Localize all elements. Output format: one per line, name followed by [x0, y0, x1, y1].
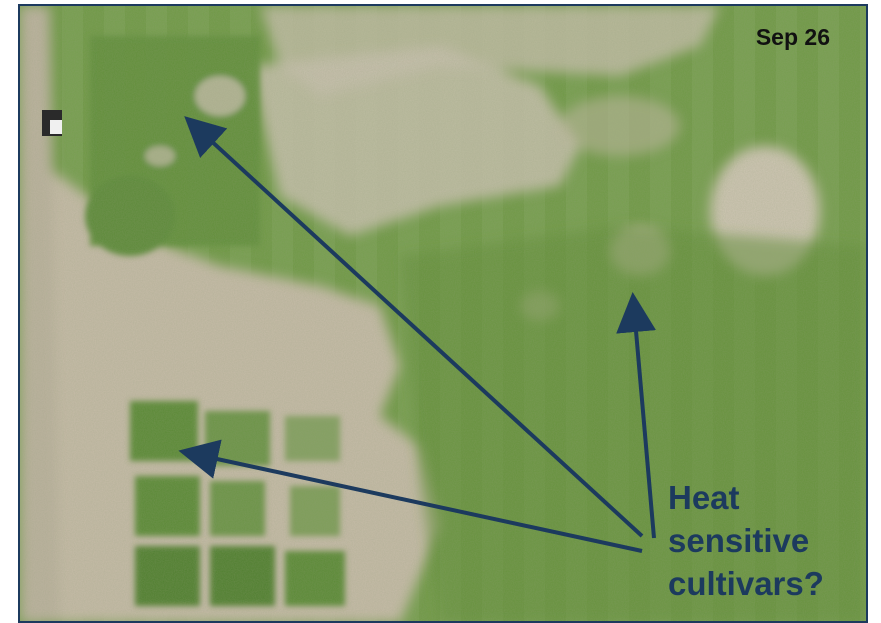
arrow-up	[616, 292, 657, 539]
caption-line: sensitive	[668, 522, 810, 559]
arrows	[178, 116, 657, 553]
date-label: Sep 26	[755, 24, 830, 50]
arrow-lower-left	[178, 439, 643, 553]
caption-line: cultivars?	[668, 565, 824, 602]
annotation-caption: Heat sensitive cultivars?	[668, 476, 824, 605]
aerial-field-photo	[20, 6, 866, 621]
photo-frame: Sep 26 Heat sensitive cultivars?	[18, 4, 868, 623]
caption-line: Heat	[668, 479, 740, 516]
arrow-upper-left	[184, 116, 644, 538]
